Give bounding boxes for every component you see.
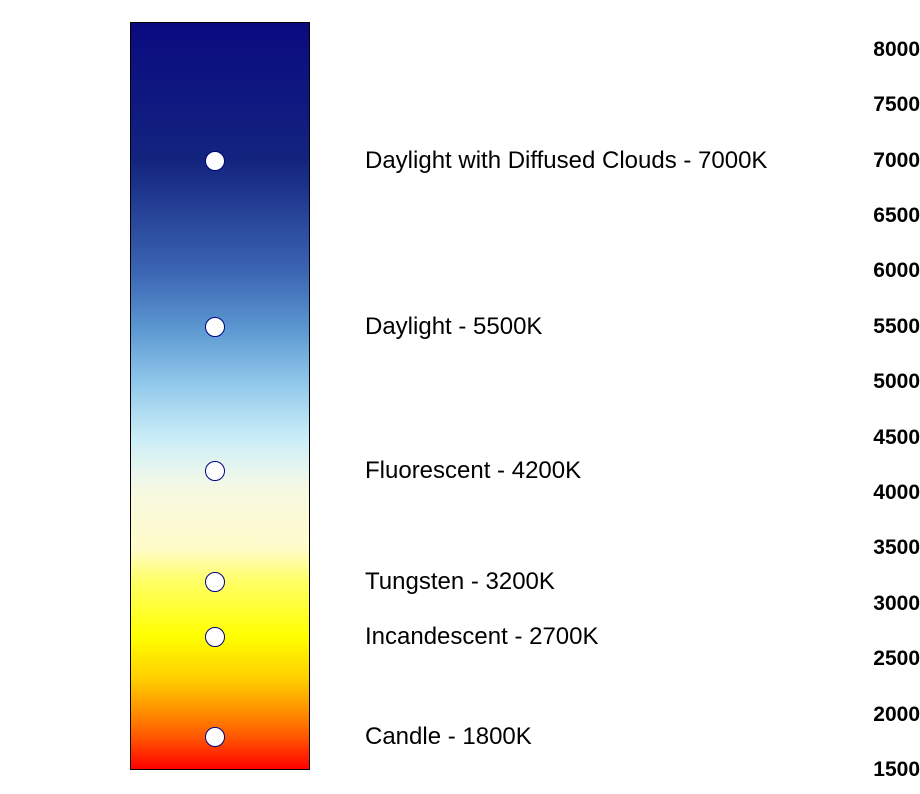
axis-tick: 4500 [810, 426, 920, 450]
temperature-marker [205, 627, 225, 647]
temperature-label: Tungsten - 3200K [365, 568, 555, 596]
axis-tick: 2500 [810, 647, 920, 671]
axis-tick: 7000 [810, 149, 920, 173]
axis-tick: 1500 [810, 758, 920, 782]
temperature-marker [205, 151, 225, 171]
temperature-label: Fluorescent - 4200K [365, 457, 581, 485]
temperature-marker [205, 572, 225, 592]
temperature-label: Candle - 1800K [365, 723, 532, 751]
axis-tick: 3500 [810, 536, 920, 560]
temperature-gradient-bar [130, 22, 310, 770]
temperature-label: Daylight - 5500K [365, 313, 542, 341]
axis-tick: 2000 [810, 703, 920, 727]
temperature-marker [205, 317, 225, 337]
temperature-label: Incandescent - 2700K [365, 623, 599, 651]
axis-tick: 6000 [810, 259, 920, 283]
axis-tick: 8000 [810, 38, 920, 62]
axis-tick: 5500 [810, 315, 920, 339]
axis-tick: 3000 [810, 592, 920, 616]
temperature-label: Daylight with Diffused Clouds - 7000K [365, 147, 767, 175]
axis-tick: 6500 [810, 204, 920, 228]
color-temperature-chart: 8000 7500 7000 6500 6000 5500 5000 4500 4000 3500… [0, 0, 920, 794]
temperature-marker [205, 461, 225, 481]
axis-tick: 4000 [810, 481, 920, 505]
axis-tick: 7500 [810, 93, 920, 117]
axis-tick: 5000 [810, 370, 920, 394]
temperature-marker [205, 727, 225, 747]
